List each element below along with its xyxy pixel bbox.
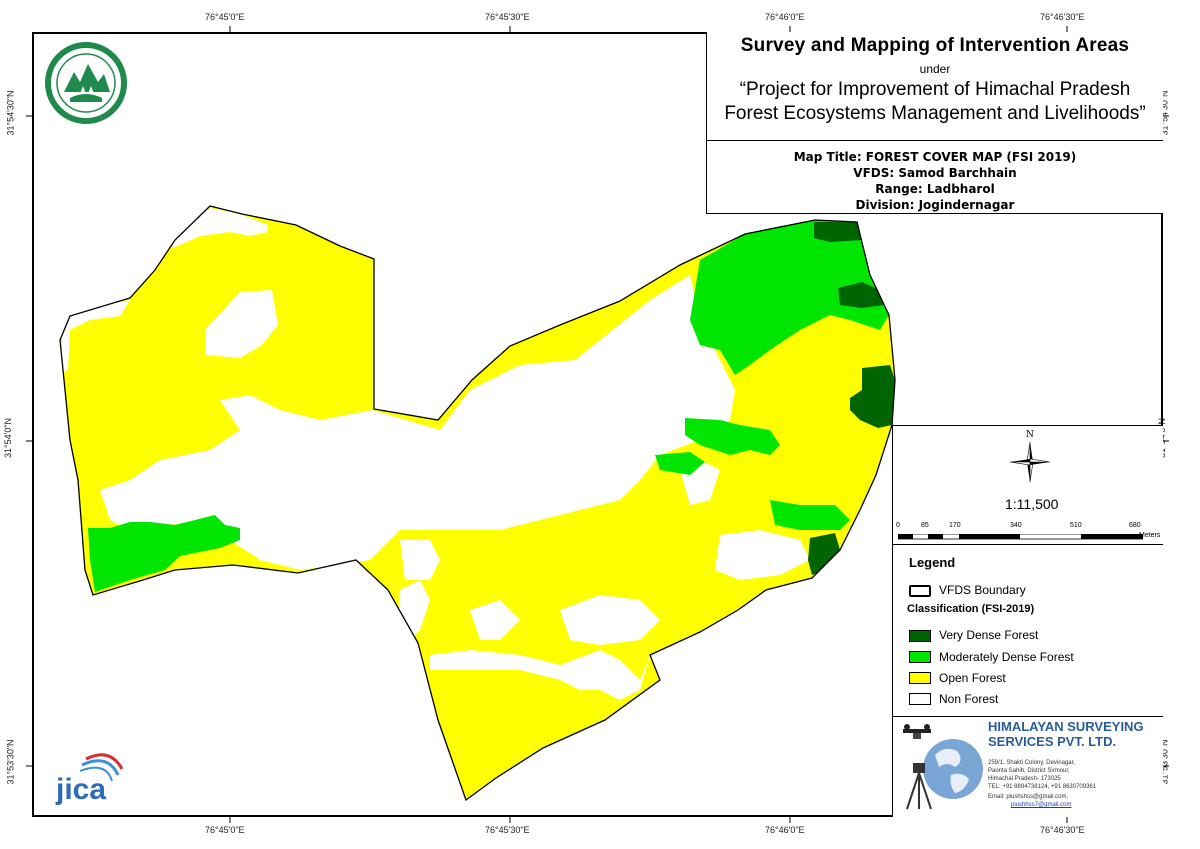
coord-top-1: 76°45'0"E (205, 12, 245, 22)
map-info-block: Map Title: FOREST COVER MAP (FSI 2019) V… (706, 141, 1163, 214)
legend-label-boundary: VFDS Boundary (939, 583, 1026, 597)
legend-block: Legend VFDS Boundary Classification (FSI… (892, 545, 1163, 717)
scale-ratio: 1:11,500 (1005, 496, 1059, 512)
north-arrow-icon (1009, 441, 1051, 483)
company-name-line-1: HIMALAYAN SURVEYING (988, 719, 1144, 734)
company-address-line-3: Himachal Pradesh- 173025 (988, 776, 1061, 782)
coord-bottom-1: 76°45'0"E (205, 825, 245, 835)
jica-logo: jica (52, 745, 128, 806)
legend-label-very-dense: Very Dense Forest (939, 628, 1039, 642)
project-title-line-1: “Project for Improvement of Himachal Pra… (739, 79, 1131, 100)
frame-ticks (26, 26, 1169, 823)
project-title: “Project for Improvement of Himachal Pra… (707, 78, 1163, 126)
map-main-title: Survey and Mapping of Intervention Areas (740, 35, 1130, 56)
company-address-line-2: Paonta Sahib, District Sirmour, (988, 768, 1070, 774)
legend-classification-title: Classification (FSI-2019) (907, 603, 1035, 615)
scale-tick-0: 0 (896, 522, 900, 529)
legend-label-moderately-dense: Moderately Dense Forest (939, 650, 1074, 664)
company-name: HIMALAYAN SURVEYING SERVICES PVT. LTD. (988, 719, 1144, 749)
legend-swatch-non-forest (909, 693, 931, 705)
coord-bottom-3: 76°46'0"E (765, 825, 805, 835)
scale-tick-170: 170 (949, 522, 961, 529)
company-name-line-2: SERVICES PVT. LTD. (988, 734, 1117, 749)
jica-wordmark: jica (55, 773, 106, 805)
scale-bar (898, 534, 1143, 540)
company-block: HIMALAYAN SURVEYING SERVICES PVT. LTD. 2… (892, 717, 1163, 817)
company-phone: TEL: +91 8894738124, +91 8630709361 (988, 784, 1097, 790)
legend-title: Legend (909, 555, 956, 570)
legend-label-open: Open Forest (939, 671, 1006, 685)
legend-swatch-open (909, 672, 931, 684)
company-address-line-1: 259/1, Shakti Colony, Devinagar, (988, 760, 1075, 766)
very-dense-forest-area (808, 222, 895, 575)
scale-tick-85: 85 (921, 522, 929, 529)
company-email-2[interactable]: piushhss7@gmail.com (1011, 802, 1072, 808)
company-email-1[interactable]: Email: piushshss@gmail.com, (988, 794, 1069, 800)
legend-swatch-very-dense (909, 630, 931, 642)
north-label: N (1026, 430, 1034, 440)
range-name: Range: Ladbharol (875, 182, 995, 196)
vfds-boundary (59, 205, 896, 802)
company-logo-icon (903, 724, 983, 810)
legend-swatch-moderately-dense (909, 651, 931, 663)
scale-tick-510: 510 (1070, 522, 1082, 529)
title-block: Survey and Mapping of Intervention Areas… (706, 32, 1163, 141)
map-title-text: Map Title: FOREST COVER MAP (FSI 2019) (793, 150, 1077, 164)
hp-forest-emblem-icon (45, 42, 127, 124)
scale-block: N 1:11,500 0 85 170 340 510 680 Meters (892, 425, 1163, 545)
coord-top-3: 76°46'0"E (765, 12, 805, 22)
scale-tick-340: 340 (1010, 522, 1022, 529)
hp-forest-logo (40, 42, 132, 124)
title-under-text: under (919, 62, 951, 76)
moderately-dense-forest-area (88, 220, 889, 592)
division-name: Division: Jogindernagar (855, 198, 1015, 212)
scale-unit: Meters (1139, 532, 1161, 539)
coord-top-2: 76°45'30"E (485, 12, 530, 22)
coord-bottom-4: 76°46'30"E (1040, 825, 1085, 835)
vfds-name: VFDS: Samod Barchhain (853, 166, 1017, 180)
map-frame (32, 32, 1163, 817)
legend-swatch-boundary (909, 585, 931, 597)
non-forest-area (62, 208, 810, 700)
jica-emblem-icon: jica (55, 753, 124, 806)
scale-tick-680: 680 (1129, 522, 1141, 529)
coord-top-4: 76°46'30"E (1040, 12, 1085, 22)
legend-label-non-forest: Non Forest (939, 692, 999, 706)
project-title-line-2: Forest Ecosystems Management and Livelih… (724, 103, 1146, 124)
coord-bottom-2: 76°45'30"E (485, 825, 530, 835)
